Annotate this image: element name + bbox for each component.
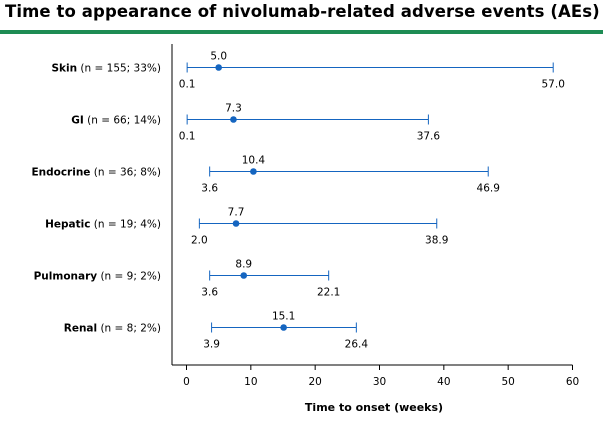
x-tick-label: 50: [501, 376, 514, 388]
median-label: 7.3: [225, 103, 242, 115]
median-point: [280, 324, 287, 331]
category-detail: (n = 36; 8%): [90, 167, 161, 179]
min-label: 3.6: [201, 183, 218, 195]
min-label: 0.1: [179, 79, 196, 91]
median-label: 5.0: [210, 51, 227, 63]
max-label: 46.9: [477, 183, 500, 195]
median-point: [215, 64, 222, 71]
min-label: 0.1: [179, 131, 196, 143]
category-label: GI (n = 66; 14%): [71, 115, 161, 127]
median-point: [250, 168, 257, 175]
max-label: 26.4: [345, 339, 369, 351]
min-label: 3.9: [203, 339, 220, 351]
category-name: GI: [71, 115, 84, 127]
row-renal: Renal (n = 8; 2%) 15.1 3.9 26.4: [64, 311, 369, 351]
max-label: 57.0: [542, 79, 565, 91]
min-label: 2.0: [191, 235, 208, 247]
row-endocrine: Endocrine (n = 36; 8%) 10.4 3.6 46.9: [31, 155, 499, 195]
category-detail: (n = 8; 2%): [97, 323, 161, 335]
median-point: [232, 220, 240, 227]
chart-title: Time to appearance of nivolumab-related …: [5, 2, 600, 21]
category-detail: (n = 66; 14%): [84, 115, 161, 127]
x-tick-label: 20: [308, 376, 321, 388]
x-tick-label: 30: [373, 376, 386, 388]
category-label: Endocrine (n = 36; 8%): [31, 167, 161, 179]
row-skin: Skin (n = 155; 33%) 5.0 0.1 57.0: [51, 51, 564, 91]
category-name: Endocrine: [31, 167, 90, 179]
x-tick-label: 10: [244, 376, 257, 388]
category-detail: (n = 19; 4%): [90, 219, 161, 231]
max-label: 38.9: [425, 235, 448, 247]
row-hepatic: Hepatic (n = 19; 4%) 7.7 2.0 38.9: [45, 207, 448, 247]
category-detail: (n = 155; 33%): [77, 63, 161, 75]
max-label: 37.6: [417, 131, 441, 143]
median-label: 10.4: [242, 155, 266, 167]
x-tick-label: 40: [437, 376, 450, 388]
row-gi: GI (n = 66; 14%) 7.3 0.1 37.6: [71, 103, 440, 143]
median-label: 8.9: [235, 259, 252, 271]
min-label: 3.6: [201, 287, 218, 299]
median-label: 7.7: [228, 207, 245, 219]
median-point: [240, 272, 248, 279]
category-name: Hepatic: [45, 219, 90, 231]
median-label: 15.1: [272, 311, 295, 323]
category-detail: (n = 9; 2%): [97, 271, 161, 283]
median-point: [230, 116, 237, 123]
title-rule: [0, 30, 603, 34]
max-label: 22.1: [317, 287, 340, 299]
category-label: Hepatic (n = 19; 4%): [45, 219, 161, 231]
category-label: Pulmonary (n = 9; 2%): [34, 271, 161, 283]
category-name: Pulmonary: [34, 271, 98, 283]
category-name: Renal: [64, 323, 97, 335]
x-axis-label: Time to onset (weeks): [305, 401, 443, 414]
category-label: Renal (n = 8; 2%): [64, 323, 161, 335]
x-tick-label: 60: [566, 376, 579, 388]
category-label: Skin (n = 155; 33%): [51, 63, 161, 75]
row-pulmonary: Pulmonary (n = 9; 2%) 8.9 3.6 22.1: [34, 259, 341, 299]
category-name: Skin: [51, 63, 77, 75]
x-tick-label: 0: [183, 376, 190, 388]
